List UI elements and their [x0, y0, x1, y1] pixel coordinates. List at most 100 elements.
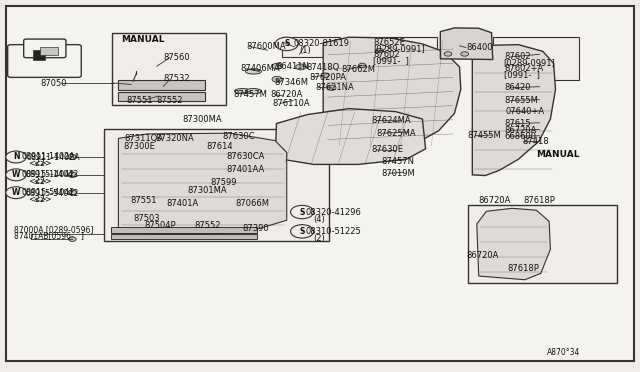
Text: 86720A: 86720A [479, 196, 511, 205]
Text: 87050: 87050 [40, 79, 67, 88]
Text: 87301MA: 87301MA [188, 186, 227, 195]
Text: 87552: 87552 [194, 221, 220, 230]
Polygon shape [323, 37, 461, 149]
Text: S: S [284, 39, 289, 48]
Polygon shape [472, 45, 556, 176]
Text: 87614: 87614 [207, 142, 234, 151]
Polygon shape [477, 208, 550, 280]
Circle shape [291, 205, 314, 219]
Text: 86411N: 86411N [276, 62, 309, 71]
Circle shape [327, 85, 336, 90]
Text: 87602+A: 87602+A [504, 64, 543, 73]
Text: 87652E: 87652E [373, 38, 405, 47]
Circle shape [376, 48, 383, 53]
Circle shape [6, 151, 26, 163]
Text: <2>: <2> [28, 159, 47, 168]
Text: 08911-1402A: 08911-1402A [27, 153, 81, 162]
Text: 87300MA: 87300MA [182, 115, 222, 124]
Ellipse shape [246, 89, 262, 94]
Text: 86420: 86420 [504, 83, 531, 92]
Text: 08320-81619: 08320-81619 [293, 39, 349, 48]
FancyBboxPatch shape [118, 80, 205, 90]
Text: [0289-0991]: [0289-0991] [503, 58, 555, 67]
Text: 87346M: 87346M [274, 78, 308, 87]
Text: 87066M: 87066M [236, 199, 269, 208]
Circle shape [275, 37, 298, 51]
Text: 876110A: 876110A [272, 99, 310, 108]
Text: 87662M: 87662M [342, 65, 376, 74]
Text: S: S [300, 227, 305, 236]
Text: [0289-0991]: [0289-0991] [373, 44, 425, 53]
FancyBboxPatch shape [40, 46, 58, 55]
Text: 87532: 87532 [163, 74, 190, 83]
Text: 87551: 87551 [127, 96, 153, 105]
Text: (4): (4) [314, 215, 325, 224]
Text: 86400: 86400 [466, 43, 492, 52]
Text: 87457M: 87457M [234, 90, 268, 99]
Circle shape [272, 76, 282, 82]
Text: 87300E: 87300E [124, 142, 156, 151]
Text: 87625MA: 87625MA [376, 129, 416, 138]
Text: 08310-51225: 08310-51225 [306, 227, 362, 236]
Circle shape [291, 225, 314, 238]
Text: 08915-14042: 08915-14042 [21, 170, 74, 179]
Text: S: S [300, 208, 305, 217]
Circle shape [68, 154, 77, 160]
Text: 87552: 87552 [157, 96, 183, 105]
Text: 87390: 87390 [242, 224, 269, 232]
FancyBboxPatch shape [111, 234, 257, 239]
Text: N: N [13, 153, 19, 161]
FancyBboxPatch shape [104, 129, 329, 241]
Text: (2): (2) [314, 234, 325, 243]
Text: 87600MA: 87600MA [246, 42, 286, 51]
FancyBboxPatch shape [112, 33, 226, 105]
Text: 87418Q: 87418Q [306, 63, 339, 72]
Text: <2>: <2> [28, 177, 47, 186]
Text: MANUAL: MANUAL [121, 35, 164, 44]
Text: 87457N: 87457N [381, 157, 415, 166]
Text: 87599: 87599 [210, 178, 236, 187]
Text: 87551: 87551 [130, 196, 156, 205]
Circle shape [68, 237, 76, 241]
Text: [0991-  ]: [0991- ] [504, 70, 540, 79]
Text: 87560: 87560 [163, 53, 190, 62]
Text: 87401AA: 87401AA [226, 165, 264, 174]
Text: 87618P: 87618P [524, 196, 556, 205]
Circle shape [358, 63, 366, 68]
Text: 08915-54042: 08915-54042 [26, 189, 79, 198]
Text: 87655M: 87655M [504, 96, 538, 105]
Text: [0991-  ]: [0991- ] [373, 56, 409, 65]
Text: 87320NA: 87320NA [156, 134, 195, 143]
FancyBboxPatch shape [118, 92, 205, 101]
FancyBboxPatch shape [493, 37, 579, 80]
Text: 87504P: 87504P [145, 221, 176, 230]
Text: <2>: <2> [33, 177, 52, 186]
Bar [33, 50, 45, 60]
FancyBboxPatch shape [6, 6, 634, 361]
FancyBboxPatch shape [282, 37, 340, 57]
Text: MANUAL: MANUAL [536, 150, 580, 159]
Text: 87618P: 87618P [508, 264, 540, 273]
Text: 87621NA: 87621NA [315, 83, 354, 92]
Circle shape [444, 52, 452, 56]
Text: 87311QA: 87311QA [124, 134, 163, 143]
Circle shape [6, 169, 26, 181]
Text: 08911-1402A: 08911-1402A [21, 153, 75, 161]
Text: 86720A: 86720A [504, 126, 537, 135]
Polygon shape [440, 28, 493, 60]
Text: 08915-14042: 08915-14042 [26, 170, 79, 179]
Text: A870°34: A870°34 [547, 348, 580, 357]
Text: 87615: 87615 [504, 119, 531, 128]
Circle shape [272, 63, 282, 69]
Circle shape [461, 52, 468, 56]
Text: 87418: 87418 [522, 137, 549, 146]
Text: 87620PA: 87620PA [309, 73, 346, 81]
Text: 07640+A: 07640+A [506, 107, 545, 116]
Text: 87455M: 87455M [468, 131, 502, 140]
Text: 87630C: 87630C [223, 132, 255, 141]
Text: 87503: 87503 [133, 214, 160, 223]
Circle shape [296, 64, 306, 70]
FancyBboxPatch shape [468, 205, 617, 283]
Polygon shape [275, 109, 426, 164]
Circle shape [68, 172, 77, 177]
